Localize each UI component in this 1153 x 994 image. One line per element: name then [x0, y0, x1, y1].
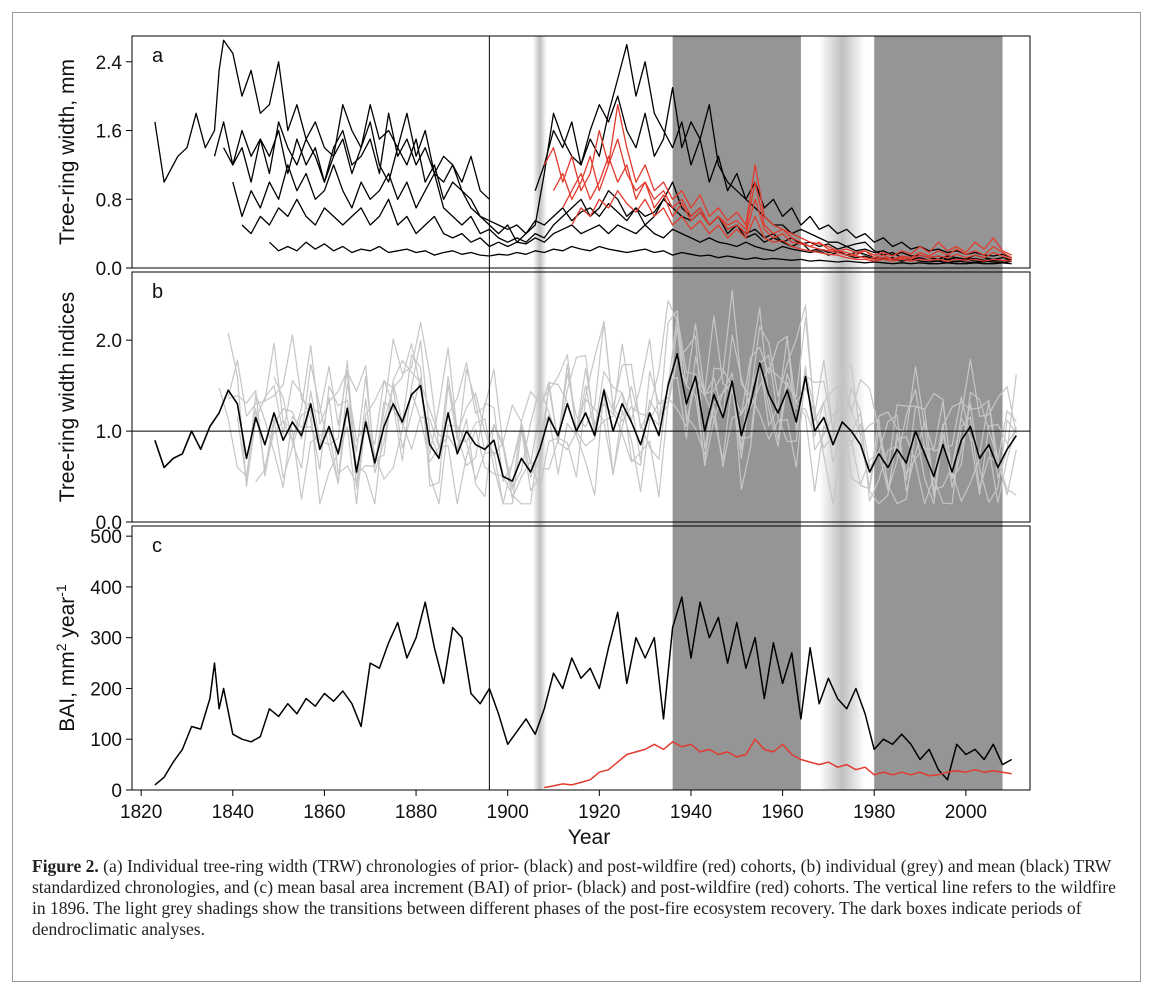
y-tick-label: 1.6	[96, 122, 122, 143]
x-tick-label: 1960	[761, 802, 803, 823]
x-tick-label: 1900	[487, 802, 529, 823]
x-axis-label: Year	[568, 826, 610, 849]
x-tick-label: 2000	[945, 802, 987, 823]
y-axis-label-c-part: year	[56, 597, 79, 644]
x-tick-label: 1940	[670, 802, 712, 823]
panel-letter-c: c	[152, 535, 162, 557]
y-tick-label: 0.0	[96, 259, 122, 280]
y-tick-label: 1.0	[96, 422, 122, 443]
y-tick-label: 2.4	[96, 53, 123, 74]
y-axis-label-c-part: 2	[53, 643, 69, 651]
caption-label: Figure 2.	[32, 856, 99, 876]
figure-caption: Figure 2. (a) Individual tree-ring width…	[32, 856, 1127, 940]
x-tick-label: 1980	[853, 802, 895, 823]
y-tick-label: 0	[111, 781, 122, 802]
x-tick-label: 1920	[578, 802, 620, 823]
y-tick-label: 100	[90, 730, 122, 751]
panel-letter-b: b	[152, 281, 163, 303]
x-tick-label: 1860	[303, 802, 345, 823]
x-tick-label: 1820	[120, 802, 162, 823]
y-tick-label: 2.0	[96, 331, 122, 352]
y-axis-label-c: BAI, mm2 year-1	[53, 584, 79, 732]
x-tick-label: 1880	[395, 802, 437, 823]
y-tick-label: 500	[90, 527, 122, 548]
x-tick-label: 1840	[212, 802, 254, 823]
y-axis-label-b: Tree-ring width indices	[56, 292, 79, 502]
y-axis-label-c-part: BAI, mm	[56, 651, 79, 732]
caption-text: (a) Individual tree-ring width (TRW) chr…	[32, 856, 1116, 939]
y-tick-label: 0.8	[96, 190, 122, 211]
y-axis-label-a: Tree-ring width, mm	[56, 59, 79, 245]
y-tick-label: 200	[90, 679, 122, 700]
panel-letter-a: a	[152, 45, 164, 67]
y-axis-label-c-part: -1	[53, 584, 69, 597]
y-tick-label: 300	[90, 629, 122, 650]
y-tick-label: 400	[90, 578, 122, 599]
light-band	[819, 36, 865, 790]
